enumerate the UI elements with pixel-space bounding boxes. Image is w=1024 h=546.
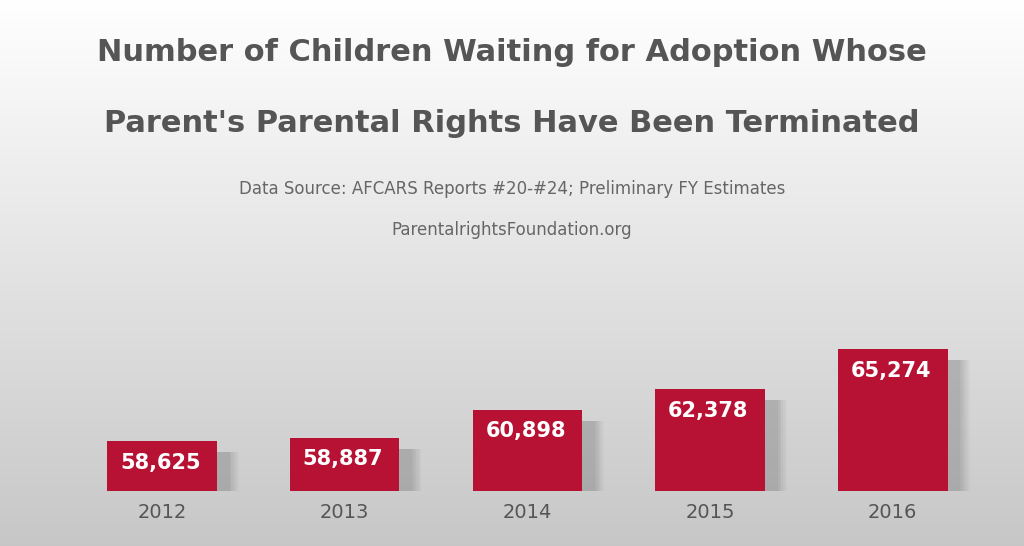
Bar	[108, 441, 217, 491]
Bar	[111, 452, 236, 504]
Bar	[657, 400, 785, 505]
Bar	[474, 421, 602, 505]
Bar	[113, 452, 233, 504]
Text: Parent's Parental Rights Have Been Terminated: Parent's Parental Rights Have Been Termi…	[104, 109, 920, 138]
Bar	[655, 389, 765, 491]
Bar	[295, 449, 416, 504]
Bar	[842, 360, 966, 504]
Bar	[472, 410, 583, 491]
Bar	[115, 452, 231, 503]
Text: 58,625: 58,625	[120, 453, 201, 473]
Text: 58,887: 58,887	[303, 449, 383, 469]
Text: ParentalrightsFoundation.org: ParentalrightsFoundation.org	[392, 221, 632, 239]
Text: Number of Children Waiting for Adoption Whose: Number of Children Waiting for Adoption …	[97, 38, 927, 67]
Bar	[844, 360, 964, 504]
Bar	[109, 452, 237, 505]
Bar	[476, 421, 600, 504]
Bar	[665, 400, 777, 503]
Bar	[660, 400, 781, 504]
Bar	[299, 449, 413, 503]
Bar	[845, 360, 963, 503]
Bar	[838, 360, 970, 505]
Bar	[478, 421, 599, 504]
Bar	[480, 421, 597, 503]
Bar	[658, 400, 783, 504]
Text: 65,274: 65,274	[851, 361, 931, 381]
Text: Data Source: AFCARS Reports #20-#24; Preliminary FY Estimates: Data Source: AFCARS Reports #20-#24; Pre…	[239, 180, 785, 198]
Bar	[108, 452, 239, 505]
Bar	[840, 360, 968, 505]
Bar	[838, 349, 947, 491]
Bar	[655, 400, 786, 505]
Bar	[290, 438, 399, 491]
Bar	[472, 421, 604, 505]
Bar	[297, 449, 414, 503]
Text: 60,898: 60,898	[485, 421, 566, 441]
Bar	[847, 360, 961, 503]
Bar	[481, 421, 595, 503]
Bar	[294, 449, 418, 504]
Bar	[663, 400, 779, 503]
Bar	[292, 449, 420, 505]
Bar	[117, 452, 229, 503]
Text: 62,378: 62,378	[668, 401, 749, 421]
Bar	[290, 449, 422, 505]
